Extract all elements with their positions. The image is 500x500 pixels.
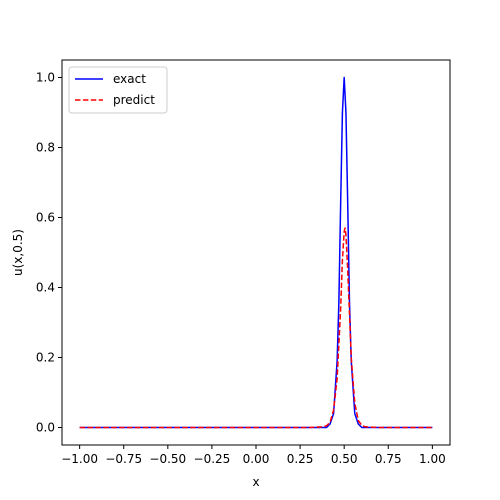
y-tick-label: 0.0 <box>36 421 55 435</box>
y-axis-label: u(x,0.5) <box>11 229 25 276</box>
y-tick-label: 0.8 <box>36 141 55 155</box>
x-tick-label: 0.75 <box>375 452 402 466</box>
x-tick-label: −1.00 <box>61 452 98 466</box>
x-tick-label: −0.50 <box>149 452 186 466</box>
x-axis-label: x <box>252 475 259 489</box>
y-tick-label: 0.4 <box>36 281 55 295</box>
x-tick-label: 0.50 <box>331 452 358 466</box>
legend: exact predict <box>68 66 168 114</box>
legend-label-predict: predict <box>113 93 155 107</box>
x-tick-label: −0.25 <box>194 452 231 466</box>
x-axis: −1.00 −0.75 −0.50 −0.25 0.00 0.25 0.50 0.75 1.00 <box>61 445 446 466</box>
series-line-predict <box>79 227 433 429</box>
y-axis: 0.0 0.2 0.4 0.6 0.8 1.0 <box>36 71 62 435</box>
x-tick-label: −0.75 <box>105 452 142 466</box>
y-tick-label: 0.6 <box>36 211 55 225</box>
x-tick-label: 0.25 <box>287 452 314 466</box>
x-tick-label: 0.00 <box>243 452 270 466</box>
y-tick-label: 0.2 <box>36 351 55 365</box>
x-tick-label: 1.00 <box>419 452 446 466</box>
series-line-exact <box>79 76 433 429</box>
y-tick-label: 1.0 <box>36 71 55 85</box>
series-layer <box>79 76 433 429</box>
legend-label-exact: exact <box>113 72 146 86</box>
